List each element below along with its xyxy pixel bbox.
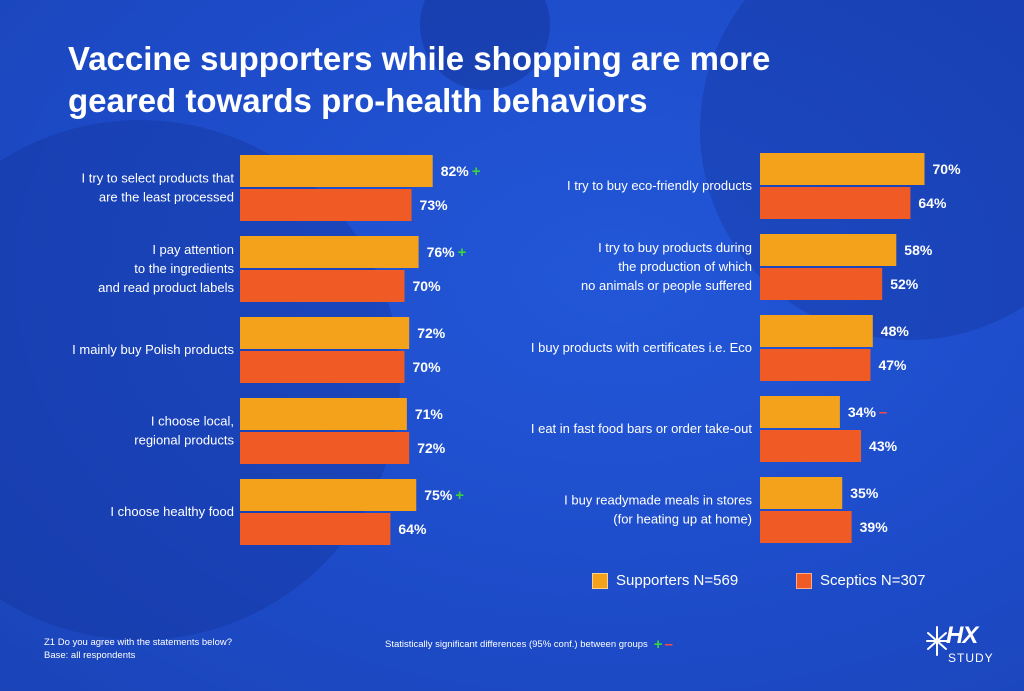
burst-icon (926, 626, 948, 656)
value-label-sceptics: 64% (918, 195, 947, 211)
value-label-sceptics: 70% (413, 359, 442, 375)
title-line: Vaccine supporters while shopping are mo… (68, 40, 771, 77)
value-label-supporters: 35% (850, 485, 879, 501)
category-label-line: I buy products with certificates i.e. Ec… (531, 340, 752, 355)
legend-sceptics: Sceptics N=307 (796, 572, 925, 589)
logo-brand: HX (946, 622, 978, 649)
value-label-supporters: 75% (424, 487, 453, 503)
category-label: I try to buy products during the producti… (581, 240, 752, 293)
value-label-supporters: 82% (441, 163, 470, 179)
category-label-line: the production of which (618, 259, 752, 274)
legend-supporters: Supporters N=569 (592, 572, 738, 589)
significance-minus: – (879, 404, 887, 421)
category-label-line: I try to select products that (82, 171, 235, 186)
minus-symbol: – (664, 636, 673, 653)
category-label: I mainly buy Polish products (72, 342, 234, 357)
bar-sceptics (760, 349, 871, 381)
category-label-line: regional products (134, 433, 234, 448)
category-label: I try to select products that are the lea… (82, 171, 235, 205)
chart-title: Vaccine supporters while shopping are mo… (68, 38, 948, 122)
value-label-sceptics: 73% (420, 197, 449, 213)
category-label-line: to the ingredients (134, 261, 234, 276)
category-label-line: I choose healthy food (110, 504, 234, 519)
category-label-line: (for heating up at home) (613, 512, 752, 527)
category-label-line: I buy readymade meals in stores (564, 493, 752, 508)
category-label-line: I eat in fast food bars or order take-ou… (531, 421, 753, 436)
footnote-question: Z1 Do you agree with the statements belo… (44, 637, 232, 648)
category-label-line: I choose local, (151, 414, 234, 429)
value-label-supporters: 70% (933, 161, 962, 177)
bar-sceptics (240, 189, 412, 221)
category-label: I buy readymade meals in stores (for heat… (564, 493, 752, 527)
value-label-sceptics: 70% (413, 278, 442, 294)
category-label: I choose healthy food (110, 504, 234, 519)
bar-sceptics (760, 430, 862, 462)
bar-sceptics (240, 513, 391, 545)
category-label: I eat in fast food bars or order take-ou… (531, 421, 753, 436)
significance-plus: + (455, 487, 464, 504)
category-label: I choose local, regional products (134, 414, 234, 448)
value-label-sceptics: 72% (417, 440, 446, 456)
legend-swatch-sceptics (796, 572, 812, 589)
value-label-sceptics: 64% (398, 521, 427, 537)
category-label-line: I try to buy products during (598, 240, 752, 255)
category-label-line: no animals or people suffered (581, 278, 752, 293)
category-label: I buy products with certificates i.e. Ec… (531, 340, 752, 355)
category-label-line: I try to buy eco-friendly products (567, 178, 752, 193)
value-label-supporters: 72% (417, 325, 446, 341)
significance-plus: + (472, 163, 481, 180)
bar-sceptics (760, 268, 883, 300)
hx-study-logo: HX STUDY (924, 622, 1004, 672)
category-label: I try to buy eco-friendly products (567, 178, 752, 193)
legend-label: Sceptics N=307 (820, 572, 926, 589)
value-label-supporters: 58% (904, 242, 933, 258)
bar-supporters (240, 398, 407, 430)
bar-supporters (240, 155, 433, 187)
category-label: I pay attention to the ingredients and rea… (98, 242, 234, 295)
plus-symbol: + (653, 636, 663, 653)
category-label-line: and read product labels (98, 280, 234, 295)
bar-supporters (760, 477, 843, 509)
bar-supporters (240, 479, 417, 511)
bar-supporters (240, 317, 410, 349)
value-label-supporters: 71% (415, 406, 444, 422)
value-label-sceptics: 39% (860, 519, 889, 535)
bar-sceptics (760, 511, 852, 543)
bar-sceptics (240, 432, 410, 464)
category-label-line: I pay attention (152, 242, 234, 257)
value-label-supporters: 48% (881, 323, 910, 339)
value-label-supporters: 34% (848, 404, 877, 420)
bar-supporters (760, 153, 925, 185)
value-label-supporters: 76% (427, 244, 456, 260)
bar-sceptics (240, 270, 405, 302)
bar-supporters (240, 236, 419, 268)
bar-sceptics (240, 351, 405, 383)
category-label-line: are the least processed (99, 190, 234, 205)
legend-label: Supporters N=569 (616, 572, 739, 589)
footnote: Z1 Do you agree with the statements belo… (44, 636, 232, 662)
footnote-base: Base: all respondents (44, 650, 136, 661)
logo-sub: STUDY (948, 651, 994, 665)
bar-supporters (760, 315, 873, 347)
significance-note-text: Statistically significant differences (9… (385, 639, 648, 650)
value-label-sceptics: 47% (878, 357, 907, 373)
value-label-sceptics: 52% (890, 276, 919, 292)
significance-note: Statistically significant differences (9… (385, 636, 673, 653)
significance-plus: + (458, 244, 467, 261)
bar-sceptics (760, 187, 911, 219)
legend-swatch-supporters (592, 572, 608, 589)
bar-supporters (760, 396, 840, 428)
bar-supporters (760, 234, 897, 266)
title-line: geared towards pro-health behaviors (68, 82, 648, 119)
value-label-sceptics: 43% (869, 438, 898, 454)
category-label-line: I mainly buy Polish products (72, 342, 234, 357)
